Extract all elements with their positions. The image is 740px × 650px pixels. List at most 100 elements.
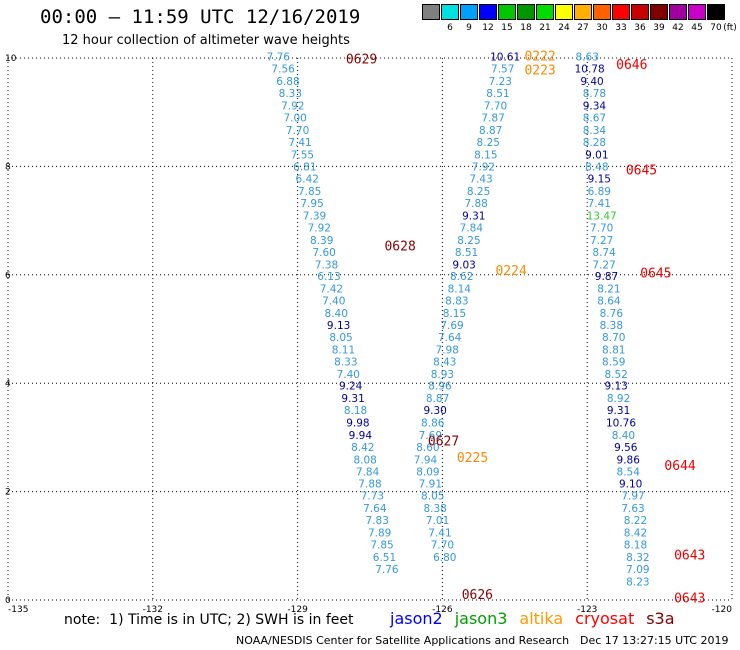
- legend-label: 15: [501, 23, 513, 33]
- wave-height-point: 9.56: [614, 442, 638, 454]
- wave-height-point: 7.85: [370, 540, 393, 552]
- wave-height-point: 8.23: [626, 576, 649, 588]
- satellite-label: altika: [519, 609, 564, 628]
- legend-label: 42: [672, 23, 684, 33]
- wave-height-point: 10.78: [575, 64, 605, 76]
- wave-height-point: 7.88: [464, 198, 487, 210]
- wave-height-point: 9.13: [604, 381, 627, 393]
- satellite-label: cryosat: [575, 609, 635, 628]
- legend-swatch: [422, 4, 440, 20]
- wave-height-point: 8.96: [428, 381, 452, 393]
- pass-time-label: 0628: [384, 239, 415, 254]
- legend-label: 33: [615, 23, 627, 33]
- legend-label: 21: [539, 23, 551, 33]
- pass-time-label: 0643: [674, 592, 705, 607]
- wave-height-point: 8.64: [597, 296, 621, 308]
- wave-height-point: 6.80: [433, 552, 456, 564]
- wave-height-point: 8.40: [325, 308, 348, 320]
- legend-label: 39: [653, 23, 665, 33]
- wave-height-point: 7.63: [621, 503, 644, 515]
- wave-height-point: 7.41: [428, 528, 451, 540]
- wave-height-point: 8.87: [426, 393, 449, 405]
- wave-height-point: 8.25: [467, 186, 490, 198]
- legend-swatch: [612, 4, 630, 20]
- pass-time-label: 0223: [524, 63, 555, 78]
- wave-height-point: 9.87: [595, 271, 618, 283]
- wave-height-point: 9.31: [462, 211, 485, 223]
- legend-label: 36: [634, 23, 646, 33]
- y-tick-label: 6: [5, 271, 11, 281]
- pass-time-label: 0644: [664, 459, 695, 474]
- wave-height-point: 8.62: [450, 271, 473, 283]
- wave-height-point: 7.39: [303, 211, 326, 223]
- wave-height-point: 9.30: [423, 405, 446, 417]
- wave-height-point: 9.31: [607, 405, 630, 417]
- legend-swatch: [688, 4, 706, 20]
- y-tick-label: 2: [5, 488, 11, 498]
- wave-height-point: 8.05: [421, 491, 444, 503]
- wave-height-point: 6.51: [373, 552, 396, 564]
- wave-height-point: 7.70: [484, 100, 507, 112]
- y-tick-label: 0: [5, 596, 11, 606]
- y-tick-label: 4: [5, 379, 11, 389]
- satellite-label: s3a: [646, 609, 675, 628]
- pass-time-label: 0225: [457, 451, 488, 466]
- wave-height-point: 8.51: [455, 247, 478, 259]
- wave-height-point: 7.41: [288, 137, 311, 149]
- pass-time-label: 0629: [346, 52, 377, 67]
- wave-height-point: 8.39: [310, 235, 333, 247]
- pass-time-label: 0643: [674, 548, 705, 563]
- wave-height-point: 8.93: [431, 369, 454, 381]
- wave-height-point: 8.33: [279, 88, 302, 100]
- wave-height-point: 7.76: [375, 564, 399, 576]
- wave-height-point: 10.76: [606, 418, 636, 430]
- pass-time-label: 0645: [640, 267, 671, 282]
- pass-time-label: 0224: [495, 264, 526, 279]
- wave-height-point: 8.08: [353, 454, 376, 466]
- legend-label: 70: [710, 23, 722, 33]
- generation-timestamp: Dec 17 13:27:15 UTC 2019: [580, 634, 729, 647]
- legend-swatch: [650, 4, 668, 20]
- wave-height-point: 9.15: [588, 174, 611, 186]
- wave-height-point: 7.55: [291, 149, 314, 161]
- legend-swatch: [555, 4, 573, 20]
- wave-height-point: 9.13: [327, 320, 350, 332]
- legend-swatch: [631, 4, 649, 20]
- wave-height-point: 9.34: [583, 100, 607, 112]
- legend-label: 27: [577, 23, 589, 33]
- x-tick-label: -126: [432, 605, 453, 612]
- wave-height-point: 8.42: [624, 528, 647, 540]
- satellite-label: jason2: [390, 609, 443, 628]
- wave-height-point: 9.03: [452, 259, 475, 271]
- wave-height-point: 6.13: [317, 271, 340, 283]
- wave-height-point: 8.15: [474, 149, 497, 161]
- y-tick-label: 8: [5, 162, 11, 172]
- wave-height-point: 6.81: [293, 162, 316, 174]
- legend-label: 9: [466, 23, 472, 33]
- pass-time-label: 0646: [616, 58, 647, 73]
- legend-label: 18: [520, 23, 532, 33]
- grid: [7, 57, 733, 601]
- legend-unit: (ft): [723, 23, 737, 33]
- wave-height-point: 8.92: [607, 393, 630, 405]
- chart-subtitle: 12 hour collection of altimeter wave hei…: [62, 33, 350, 48]
- wave-height-point: 9.24: [339, 381, 363, 393]
- wave-height-point: 7.27: [590, 235, 613, 247]
- wave-height-point: 7.64: [438, 332, 462, 344]
- wave-height-point: 9.40: [580, 76, 603, 88]
- x-tick-label: -129: [287, 605, 308, 612]
- satellite-label: jason3: [454, 609, 508, 628]
- wave-height-point: 7.64: [363, 503, 387, 515]
- wave-height-point: 8.63: [576, 52, 599, 64]
- x-tick-label: -135: [8, 605, 28, 612]
- satellite-legend: jason2 jason3 altika cryosat s3a: [390, 609, 687, 628]
- wave-height-point: 8.74: [592, 247, 616, 259]
- wave-height-point: 9.98: [346, 418, 369, 430]
- wave-height-point: 7.92: [281, 100, 304, 112]
- pass-time-label: 0627: [428, 435, 459, 450]
- wave-height-point: 8.48: [585, 162, 608, 174]
- wave-height-point: 7.60: [312, 247, 335, 259]
- wave-height-point: 8.87: [479, 125, 502, 137]
- wave-height-point: 8.81: [602, 344, 625, 356]
- legend-swatch: [441, 4, 459, 20]
